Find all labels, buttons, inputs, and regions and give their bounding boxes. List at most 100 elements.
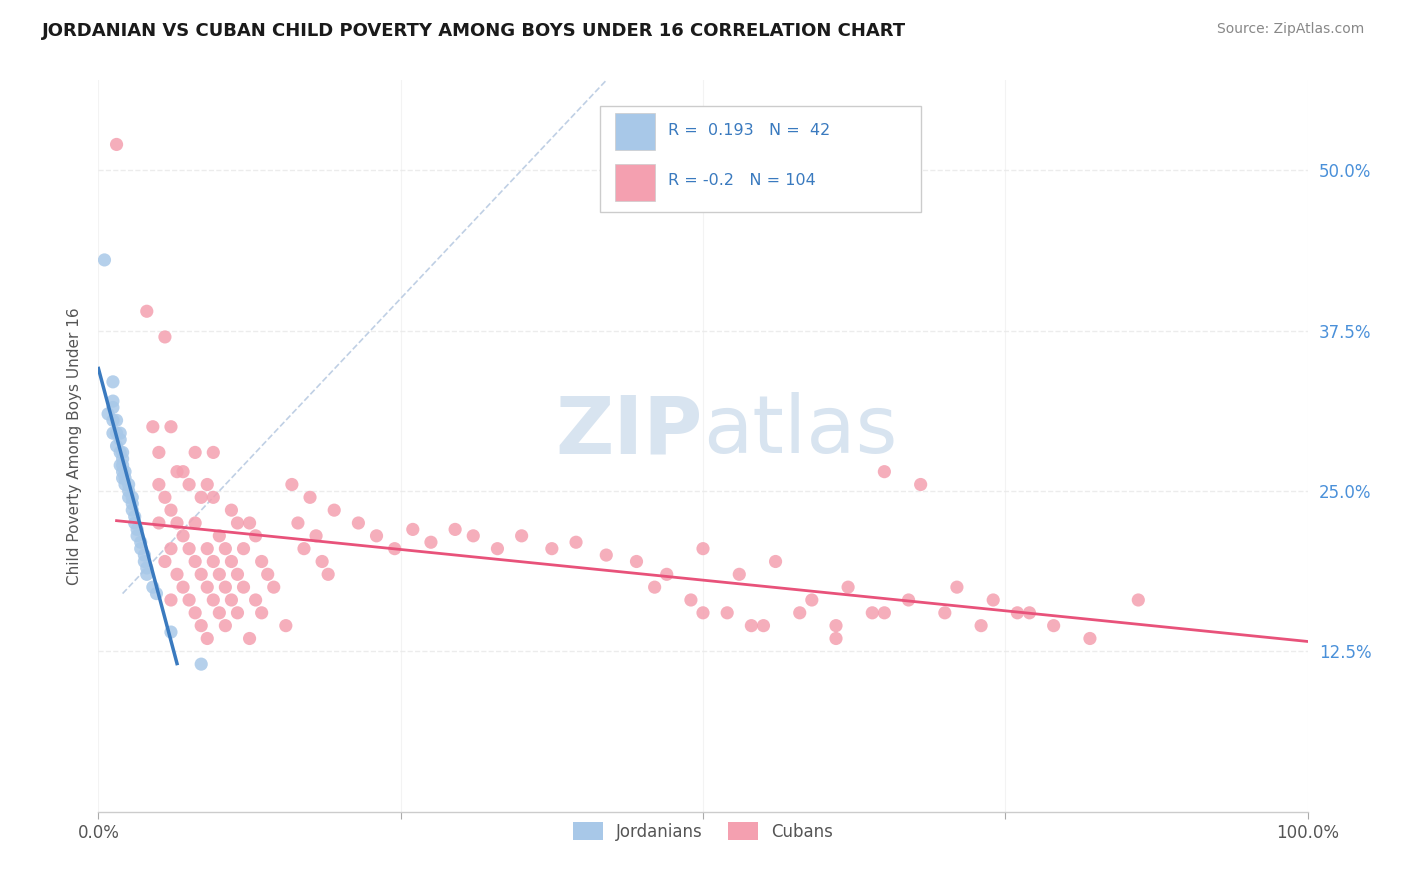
Point [195,632,218,646]
Point [420,535,443,549]
Point [118,477,141,491]
Point [239,632,262,646]
Point [347,516,370,530]
Point [232,541,254,556]
Point [299,491,322,505]
Point [101,413,124,427]
Point [221,554,243,568]
Point [179,541,201,556]
Point [190,491,212,505]
Point [679,593,702,607]
Text: R = -0.2   N = 104: R = -0.2 N = 104 [668,173,815,187]
Point [740,618,762,632]
Point [897,593,920,607]
Point [105,413,128,427]
Point [118,491,141,505]
Point [153,491,176,505]
Point [145,586,167,600]
Point [595,548,617,562]
Point [97,407,120,421]
Point [1042,618,1064,632]
Point [316,567,339,582]
Point [626,554,648,568]
Point [172,529,194,543]
Point [135,567,157,582]
Point [752,618,775,632]
FancyBboxPatch shape [600,106,921,212]
Point [148,477,170,491]
Point [127,523,149,537]
Point [644,580,666,594]
Text: atlas: atlas [703,392,897,470]
Point [208,606,231,620]
Point [946,580,969,594]
Point [970,618,993,632]
Point [114,471,136,485]
Point [134,554,156,568]
Point [114,477,136,491]
Point [463,529,485,543]
FancyBboxPatch shape [614,113,655,151]
Point [226,567,249,582]
Point [105,426,128,441]
Point [190,657,212,672]
Point [153,554,176,568]
Point [172,580,194,594]
Point [226,516,249,530]
Point [221,503,243,517]
Point [172,465,194,479]
Point [108,458,131,473]
Point [245,529,267,543]
Point [765,554,787,568]
Point [825,618,848,632]
Point [195,580,218,594]
Point [179,477,201,491]
Point [121,503,143,517]
Point [728,567,751,582]
Point [142,419,165,434]
Point [934,606,956,620]
Point [540,541,562,556]
Point [655,567,678,582]
Y-axis label: Child Poverty Among Boys Under 16: Child Poverty Among Boys Under 16 [67,307,83,585]
Point [202,593,225,607]
Point [208,567,231,582]
Point [214,580,236,594]
Point [305,529,328,543]
Point [101,375,124,389]
Point [184,516,207,530]
Point [873,606,896,620]
Point [366,529,388,543]
Point [323,503,346,517]
Point [108,445,131,459]
Point [190,618,212,632]
Point [111,471,134,485]
Point [166,516,188,530]
Point [184,554,207,568]
Point [160,541,183,556]
Point [108,426,131,441]
Point [148,445,170,459]
Point [873,465,896,479]
Text: Source: ZipAtlas.com: Source: ZipAtlas.com [1216,22,1364,37]
Point [226,606,249,620]
Point [153,330,176,344]
Point [160,593,183,607]
Point [716,606,738,620]
Point [160,503,183,517]
Point [111,465,134,479]
Point [910,477,932,491]
Point [111,451,134,466]
Point [214,541,236,556]
Point [311,554,333,568]
Point [825,632,848,646]
Point [121,491,143,505]
Point [101,426,124,441]
Point [287,516,309,530]
Point [402,523,425,537]
Point [486,541,509,556]
Point [179,593,201,607]
Point [105,439,128,453]
Point [510,529,533,543]
Point [1128,593,1150,607]
